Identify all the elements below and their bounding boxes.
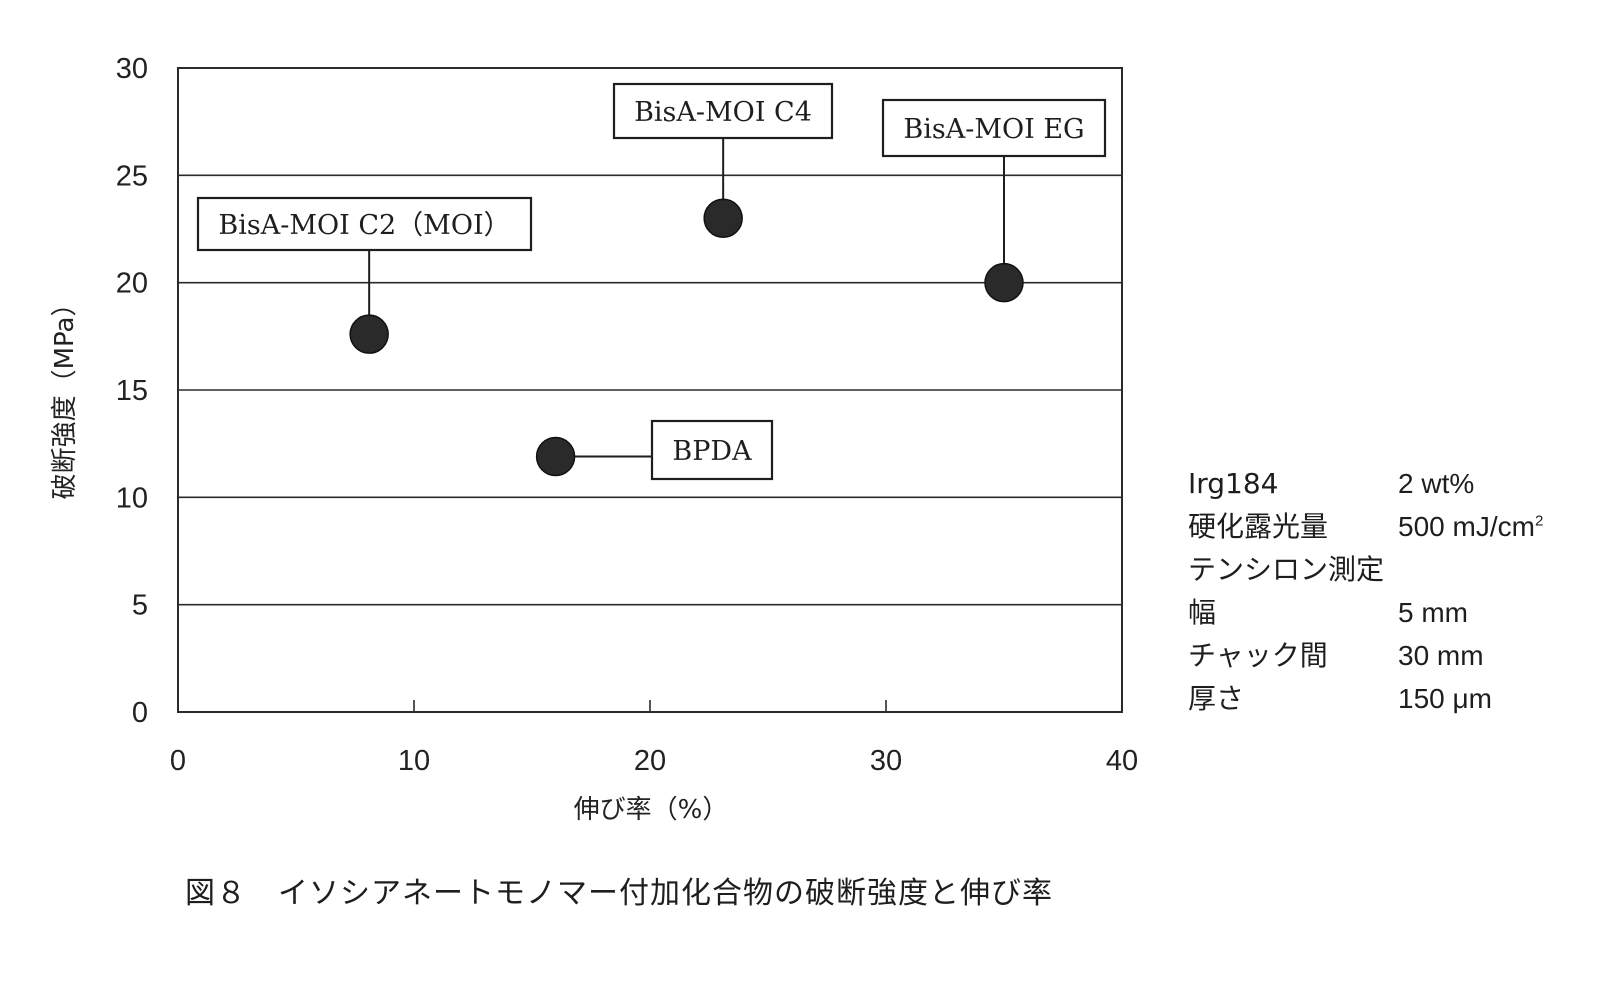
condition-value: 2 wt%: [1398, 468, 1475, 499]
x-tick-label: 20: [634, 745, 666, 777]
y-tick-label: 30: [116, 53, 148, 85]
point-label: BisA-MOI EG: [903, 114, 1084, 145]
y-tick-labels: 0 5 10 15 20 25 30: [116, 53, 148, 729]
condition-label: 厚さ: [1188, 682, 1245, 715]
data-point: [535, 436, 576, 477]
y-tick-label: 10: [116, 482, 148, 514]
y-tick-label: 0: [132, 697, 148, 729]
data-point: [349, 314, 389, 354]
point-label: BisA-MOI C2（MOI）: [218, 210, 510, 241]
x-tick-label: 10: [398, 745, 430, 777]
x-tick-label: 0: [170, 745, 186, 777]
condition-value: 150 μm: [1398, 683, 1492, 714]
data-point: [703, 198, 743, 239]
x-tick-label: 30: [870, 745, 902, 777]
point-label-box: [650, 419, 774, 481]
condition-label: 硬化露光量: [1188, 510, 1329, 543]
point-label-box: [196, 196, 533, 252]
y-tick-label: 25: [116, 160, 148, 192]
point-label-box: [881, 98, 1107, 158]
data-points: [349, 198, 1024, 477]
condition-value-superscript: 2: [1534, 512, 1544, 530]
condition-label: チャック間: [1188, 639, 1328, 672]
grid-layer: [178, 174, 1122, 606]
point-label: BPDA: [672, 436, 752, 467]
y-tick-label: 15: [116, 375, 148, 407]
condition-value: 500 mJ/cm2: [1398, 505, 1543, 548]
point-annotations: BisA-MOI C2（MOI） BisA-MOI C4 BisA-MOI EG BP…: [196, 82, 1107, 481]
condition-value: 5 mm: [1398, 597, 1468, 628]
x-tick-labels: 0 10 20 30 40: [170, 700, 1138, 777]
condition-label: Irg184: [1188, 467, 1279, 500]
condition-label: 幅: [1188, 596, 1217, 629]
point-label: BisA-MOI C4: [634, 97, 812, 128]
y-tick-label: 5: [132, 590, 148, 622]
point-label-box: [612, 82, 834, 140]
condition-label: テンシロン測定: [1188, 553, 1385, 586]
condition-value: 30 mm: [1398, 640, 1484, 671]
x-tick-label: 40: [1106, 745, 1138, 777]
y-tick-label: 20: [116, 268, 148, 300]
x-axis-title: 伸び率（%）: [574, 795, 729, 825]
figure-caption: 図８ イソシアネートモノマー付加化合物の破断強度と伸び率: [185, 876, 1053, 911]
data-point: [984, 262, 1024, 303]
y-axis-title: 破断強度（MPa）: [50, 291, 80, 500]
condition-value-text: 500 mJ/cm: [1398, 511, 1535, 542]
